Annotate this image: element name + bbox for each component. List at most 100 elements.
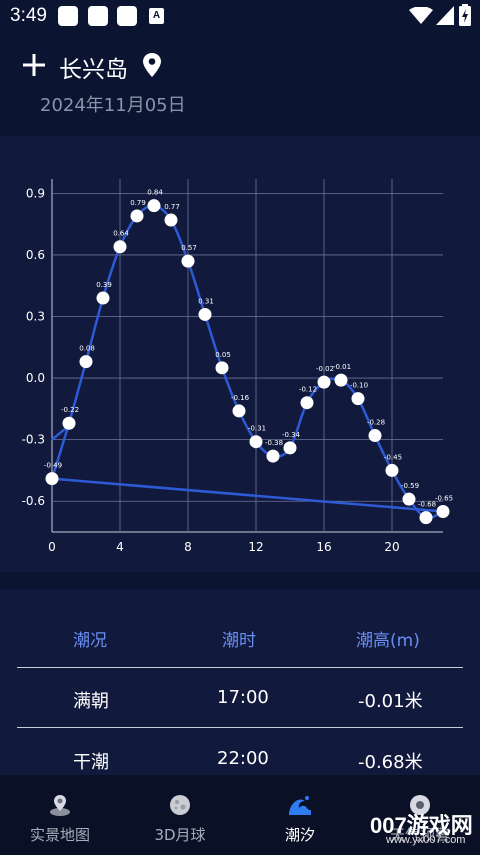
- table-cell: 17:00: [217, 687, 269, 708]
- data-label: 0.08: [79, 345, 95, 353]
- notification-icon: [117, 6, 137, 26]
- data-label: -0.59: [401, 482, 419, 490]
- bottom-nav: 实景地图 3D月球 潮汐 天气预警: [0, 775, 480, 855]
- data-point: [215, 361, 229, 375]
- data-point: [130, 209, 144, 223]
- data-label: 0.39: [96, 281, 112, 289]
- status-time: 3:49: [10, 5, 47, 26]
- data-label: -0.16: [231, 394, 250, 402]
- y-tick-label: 0.3: [26, 310, 45, 324]
- chart-points: [45, 199, 450, 525]
- watermark-logo: 007游戏网: [370, 813, 473, 838]
- data-label: 0.79: [130, 199, 146, 207]
- nav-item-warning[interactable]: 天气预警: [360, 775, 480, 855]
- data-label: 0.05: [215, 351, 231, 359]
- table-cell: 22:00: [217, 748, 269, 769]
- notification-icon: [58, 6, 78, 26]
- data-point: [266, 449, 280, 463]
- data-label: -0.45: [384, 453, 402, 461]
- table-divider: [17, 727, 463, 728]
- data-point: [436, 504, 450, 518]
- data-point: [232, 404, 246, 418]
- data-point: [283, 441, 297, 455]
- location-name[interactable]: 长兴岛: [59, 57, 128, 83]
- data-label: 0.84: [147, 189, 163, 197]
- warning-icon: [410, 795, 430, 815]
- data-point: [198, 307, 212, 321]
- table-cell: -0.01米: [358, 691, 423, 712]
- nav-label: 实景地图: [29, 826, 90, 844]
- signal-icon: [436, 6, 454, 25]
- header: 长兴岛 2024年11月05日: [0, 32, 480, 136]
- data-point: [45, 472, 59, 486]
- nav-label: 3D月球: [154, 826, 206, 844]
- data-label: 0.64: [113, 230, 129, 238]
- tide-chart: 0.9 0.6 0.3 0.0 -0.3 -0.6 0 4 8 12 16 20 -0.49 -0.22…: [22, 179, 453, 554]
- moon-icon: [170, 795, 190, 815]
- x-tick-label: 0: [48, 540, 56, 554]
- data-point: [385, 463, 399, 477]
- battery-icon: [459, 4, 471, 26]
- x-tick-label: 16: [316, 540, 331, 554]
- data-label: -0.12: [299, 386, 317, 394]
- tide-curve-lead: [51, 426, 68, 441]
- data-point: [181, 254, 195, 268]
- data-label: -0.68: [418, 501, 436, 509]
- data-label: -0.02: [316, 365, 334, 373]
- nav-item-tide[interactable]: 潮汐: [240, 775, 360, 855]
- watermark-url: www.yx007.com: [386, 834, 466, 846]
- data-label: -0.34: [282, 431, 301, 439]
- chart-labels: -0.49 -0.22 0.08 0.39 0.64 0.790.840.77 0.57 0.…: [44, 189, 453, 509]
- notification-a-icon: A: [149, 8, 164, 24]
- nav-label: 天气预警: [389, 826, 450, 844]
- table-header-condition: 潮况: [73, 631, 107, 651]
- data-point: [334, 373, 348, 387]
- data-point: [113, 240, 127, 254]
- table-divider: [17, 667, 463, 668]
- data-label: -0.31: [248, 425, 266, 433]
- data-label: -0.10: [350, 382, 368, 390]
- data-point: [300, 396, 314, 410]
- table-header-time: 潮时: [222, 631, 256, 651]
- table-cell: 干潮: [73, 752, 109, 773]
- chart-grid: 0.9 0.6 0.3 0.0 -0.3 -0.6 0 4 8 12 16 20: [22, 179, 443, 554]
- table-cell: 满朝: [73, 691, 109, 712]
- data-point: [368, 429, 382, 443]
- y-tick-label: -0.6: [22, 494, 45, 508]
- nav-label: 潮汐: [284, 826, 315, 844]
- data-label: 0.77: [164, 203, 180, 211]
- status-bar: 3:49 A: [0, 0, 480, 32]
- data-point: [351, 392, 365, 406]
- x-tick-label: 12: [248, 540, 263, 554]
- x-tick-label: 4: [116, 540, 124, 554]
- y-tick-label: -0.3: [22, 433, 45, 447]
- notification-icon: [88, 6, 108, 26]
- data-point: [419, 511, 433, 525]
- add-location-icon[interactable]: [22, 53, 46, 77]
- x-tick-label: 8: [184, 540, 192, 554]
- data-label: -0.38: [265, 439, 283, 447]
- data-point: [402, 492, 416, 506]
- table-header-height: 潮高(m): [356, 631, 420, 651]
- data-label: -0.22: [61, 406, 79, 414]
- data-point: [79, 355, 93, 369]
- wave-icon: [289, 796, 311, 815]
- data-label: 0.57: [181, 244, 197, 252]
- tide-table: 潮况 潮时 潮高(m) 满朝 17:00 -0.01米 干潮 22:00 -0.…: [0, 590, 480, 780]
- data-point: [62, 416, 76, 430]
- data-point: [96, 291, 110, 305]
- data-label: -0.01: [333, 363, 351, 371]
- data-label: 0.31: [198, 297, 214, 305]
- map-icon: [50, 795, 70, 816]
- chart-series: [50, 204, 444, 520]
- tide-curve-closing-line: [51, 477, 444, 513]
- y-tick-label: 0.0: [26, 371, 45, 385]
- data-point: [147, 199, 161, 213]
- data-label: -0.49: [44, 462, 62, 470]
- nav-item-moon[interactable]: 3D月球: [120, 775, 240, 855]
- nav-item-map[interactable]: 实景地图: [0, 775, 120, 855]
- tide-curve: [50, 204, 444, 520]
- location-pin-icon[interactable]: [142, 52, 162, 78]
- date-label[interactable]: 2024年11月05日: [40, 95, 186, 116]
- data-label: -0.65: [435, 494, 453, 502]
